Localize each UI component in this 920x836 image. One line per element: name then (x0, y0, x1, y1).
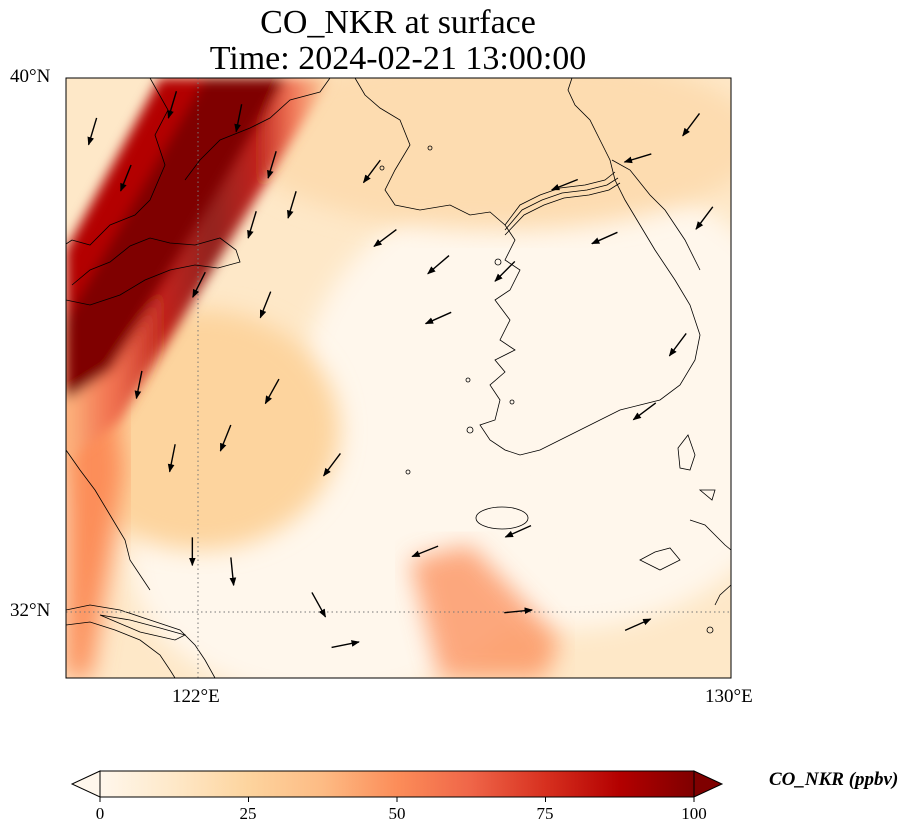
wind-arrow-10 (373, 229, 397, 247)
colorbar-scale (99, 770, 695, 798)
colorbar-tick-75: 75 (536, 804, 554, 823)
wind-arrow-11 (427, 255, 450, 275)
wind-arrow-23 (219, 424, 232, 452)
wind-arrow-6 (287, 191, 297, 219)
wind-arrow-7 (192, 271, 206, 298)
wind-arrow-20 (632, 402, 657, 421)
wind-arrow-31 (331, 640, 360, 649)
wind-arrow-3 (234, 104, 243, 133)
wind-arrow-14 (550, 178, 579, 191)
wind-arrow-12 (424, 311, 452, 325)
wind-vectors (87, 91, 714, 649)
wind-arrow-22 (167, 444, 176, 473)
lon-label-130e: 130°E (705, 686, 753, 707)
colorbar-tick-100: 100 (681, 804, 707, 823)
colorbar-max-extend (693, 770, 724, 798)
wind-arrow-21 (134, 370, 143, 400)
lat-label-40n: 40°N (10, 66, 51, 87)
lon-label-122e: 122°E (172, 686, 220, 707)
map-title: CO_NKR at surface (260, 4, 536, 41)
colorbar (70, 770, 724, 802)
wind-arrow-1 (120, 164, 132, 192)
wind-arrow-16 (623, 153, 652, 164)
coastlines (66, 78, 731, 678)
wind-arrow-15 (591, 231, 618, 245)
wind-arrow-32 (504, 607, 533, 615)
wind-arrow-17 (682, 113, 701, 137)
wind-arrow-18 (695, 206, 714, 230)
colorbar-tick-25: 25 (239, 804, 257, 823)
wind-arrow-4 (267, 151, 277, 179)
wind-arrow-29 (229, 557, 237, 587)
plume (66, 78, 330, 460)
wind-arrow-25 (323, 453, 341, 477)
wind-arrow-9 (362, 159, 381, 184)
wind-arrow-26 (504, 525, 532, 538)
colorbar-tick-50: 50 (388, 804, 406, 823)
wind-arrow-5 (247, 211, 257, 239)
concentration-field (66, 78, 731, 678)
wind-arrow-19 (668, 333, 687, 357)
wind-arrow-24 (264, 378, 280, 405)
colorbar-label: CO_NKR (ppbv) (769, 769, 899, 790)
wind-arrow-13 (494, 260, 516, 282)
colorbar-min-extend (70, 770, 101, 798)
wind-arrow-30 (311, 592, 327, 618)
map-subtitle: Time: 2024-02-21 13:00:00 (209, 40, 587, 77)
wind-arrow-8 (259, 291, 272, 319)
wind-arrow-33 (624, 618, 652, 631)
gridlines (66, 78, 731, 678)
wind-arrow-0 (87, 117, 98, 146)
lat-label-32n: 32°N (10, 600, 51, 621)
wind-arrow-27 (411, 545, 439, 558)
map-frame (65, 77, 732, 679)
colorbar-tick-0: 0 (95, 804, 105, 823)
wind-arrow-2 (167, 91, 178, 119)
